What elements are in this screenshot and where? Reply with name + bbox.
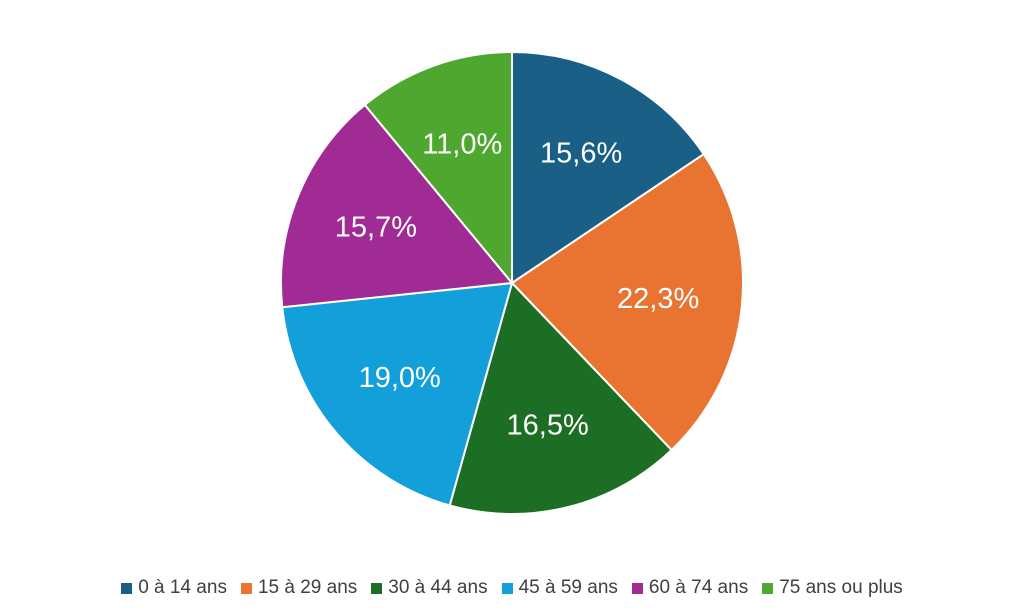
legend-label-4: 60 à 74 ans	[648, 577, 749, 598]
legend-swatch-2	[371, 582, 383, 594]
pie-slice-4	[280, 103, 514, 309]
legend-swatch-5	[762, 582, 774, 594]
slice-data-label-5: 11,0%	[422, 129, 502, 161]
legend-item-1: 15 à 29 ans	[240, 577, 358, 599]
legend-swatch-4	[631, 582, 643, 594]
pie-slice-2	[448, 281, 673, 515]
legend-item-2: 30 à 44 ans	[371, 577, 488, 599]
legend-item-5: 75 ans ou plus	[762, 577, 903, 599]
chart-legend: 0 à 14 ans 15 à 29 ans 30 à 44 ans 45 à 59 …	[0, 574, 1024, 602]
legend-label-0: 0 à 14 ans	[138, 577, 227, 598]
pie-chart-svg: 15,6% 22,3% 16,5% 19,0% 15,7% 11,0%	[280, 50, 744, 515]
legend-label-5: 75 ans ou plus	[779, 577, 903, 598]
pie-slice-0	[511, 50, 706, 285]
slice-data-label-2: 16,5%	[507, 410, 589, 442]
legend-swatch-0	[121, 582, 133, 594]
legend-item-0: 0 à 14 ans	[121, 577, 227, 599]
legend-item-4: 60 à 74 ans	[631, 577, 749, 599]
pie-slice-3	[281, 281, 514, 507]
slice-data-label-1: 22,3%	[617, 283, 699, 315]
legend-swatch-3	[501, 582, 513, 594]
pie-slice-1	[510, 152, 744, 452]
pie-slice-5	[363, 50, 513, 286]
legend-label-2: 30 à 44 ans	[388, 577, 488, 598]
legend-swatch-1	[240, 582, 252, 594]
slice-data-label-4: 15,7%	[335, 211, 417, 243]
slice-data-label-0: 15,6%	[540, 137, 622, 169]
legend-label-3: 45 à 59 ans	[518, 577, 618, 598]
slice-data-label-3: 19,0%	[359, 362, 441, 394]
legend-label-1: 15 à 29 ans	[257, 577, 358, 598]
legend-item-3: 45 à 59 ans	[501, 577, 618, 599]
